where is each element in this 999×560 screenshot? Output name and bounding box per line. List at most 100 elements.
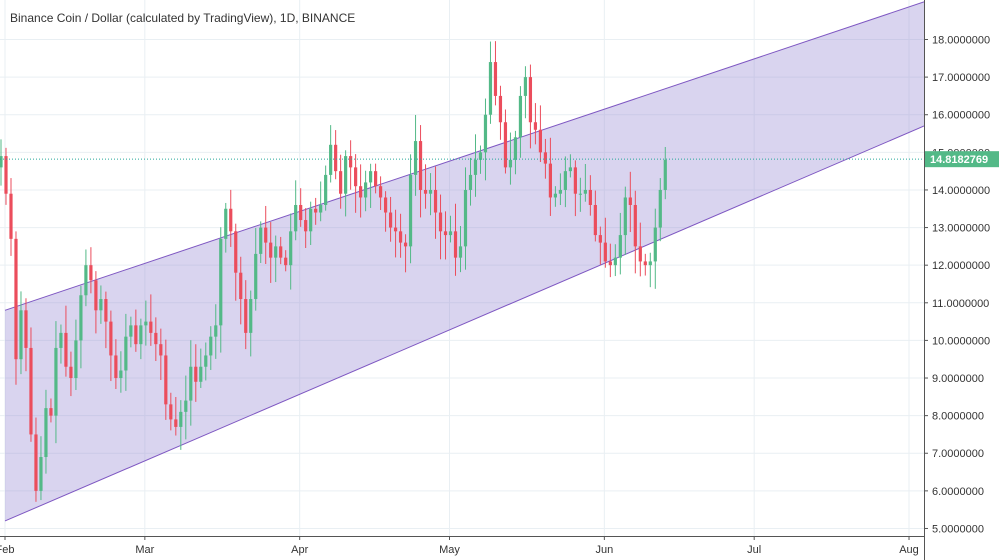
channel-fill — [4, 1, 924, 521]
candle-up — [513, 137, 518, 160]
y-tick-label: 7.0000000 — [932, 448, 984, 460]
x-tick-label: Mar — [135, 544, 154, 556]
candle-down — [339, 171, 343, 194]
candle-down — [543, 152, 548, 164]
candle-up — [364, 182, 368, 198]
candle-up — [209, 336, 213, 356]
candle-up — [578, 193, 582, 195]
candle-down — [538, 129, 543, 153]
y-tick-label: 5.0000000 — [932, 523, 984, 535]
x-tick-label: Aug — [899, 544, 919, 556]
candle-down — [438, 212, 443, 232]
candle-down — [169, 404, 173, 420]
candle-up — [319, 204, 323, 213]
candle-up — [583, 189, 587, 194]
candle-up — [558, 189, 562, 194]
candle-down — [104, 299, 108, 322]
candle-down — [608, 261, 612, 266]
candle-down — [548, 163, 553, 198]
candle-up — [458, 246, 463, 258]
candle-up — [663, 159, 667, 190]
candle-up — [289, 231, 293, 266]
candle-down — [174, 419, 178, 427]
candle-down — [264, 227, 268, 243]
candle-up — [99, 299, 103, 311]
candle-up — [139, 325, 143, 345]
candle-up — [369, 171, 373, 183]
candle-down — [398, 231, 403, 243]
candle-up — [568, 167, 572, 172]
candle-down — [453, 231, 458, 258]
candle-up — [259, 227, 263, 254]
candle-down — [598, 235, 602, 243]
candle-down — [109, 321, 113, 356]
candle-down — [314, 208, 318, 213]
candle-up — [199, 366, 203, 382]
candle-up — [448, 231, 453, 236]
candle-up — [463, 189, 468, 247]
candle-up — [294, 204, 298, 232]
candle-up — [204, 355, 208, 367]
candle-down — [94, 280, 98, 311]
y-tick-label: 6.0000000 — [932, 486, 984, 498]
candle-down — [164, 355, 168, 405]
candle-down — [433, 189, 438, 213]
candle-down — [533, 122, 538, 130]
y-tick-label: 9.0000000 — [932, 373, 984, 385]
candle-up — [124, 336, 128, 371]
candle-down — [239, 272, 243, 300]
candle-up — [648, 261, 652, 266]
last-price-tag — [925, 151, 999, 168]
candle-up — [478, 152, 483, 160]
candle-up — [54, 347, 58, 416]
candle-down — [284, 257, 288, 266]
candle-up — [618, 235, 622, 258]
candle-up — [473, 159, 478, 175]
candle-down — [334, 144, 338, 172]
x-tick-label: Apr — [291, 544, 308, 556]
last-price-label: 14.8182769 — [930, 154, 988, 166]
candle-up — [483, 114, 488, 153]
candle-down — [354, 167, 358, 187]
candle-up — [653, 227, 657, 262]
parallel-channel[interactable] — [4, 1, 924, 522]
candle-up — [468, 174, 473, 190]
candle-up — [189, 366, 193, 401]
candle-up — [408, 174, 413, 247]
y-tick-label: 17.0000000 — [932, 72, 990, 84]
candle-up — [413, 141, 418, 175]
candle-down — [493, 62, 498, 96]
candle-down — [114, 355, 118, 379]
candle-down — [383, 197, 388, 213]
candle-down — [503, 122, 508, 168]
candle-down — [418, 141, 423, 190]
candle-down — [269, 242, 273, 258]
x-tick-label: Jun — [595, 544, 613, 556]
candle-up — [74, 340, 78, 379]
candle-up — [79, 295, 83, 341]
y-tick-label: 11.0000000 — [932, 298, 989, 310]
y-tick-label: 12.0000000 — [932, 260, 990, 272]
grid — [0, 0, 924, 536]
candle-up — [344, 156, 348, 194]
y-tick-label: 16.0000000 — [932, 110, 990, 122]
candle-down — [134, 325, 138, 345]
candle-up — [84, 265, 88, 296]
candle-up — [553, 193, 557, 198]
candle-down — [443, 231, 448, 236]
candle-down — [24, 310, 28, 348]
candle-up — [44, 408, 48, 458]
candle-down — [49, 408, 53, 416]
candle-up — [214, 325, 218, 337]
candle-up — [224, 208, 228, 239]
candle-up — [523, 77, 528, 96]
candle-down — [628, 197, 632, 205]
candle-up — [508, 159, 513, 168]
x-tick-label: Jul — [747, 544, 761, 556]
y-tick-label: 13.0000000 — [932, 223, 990, 235]
candle-up — [658, 189, 662, 228]
candle-down — [69, 366, 73, 379]
candle-down — [643, 261, 647, 266]
